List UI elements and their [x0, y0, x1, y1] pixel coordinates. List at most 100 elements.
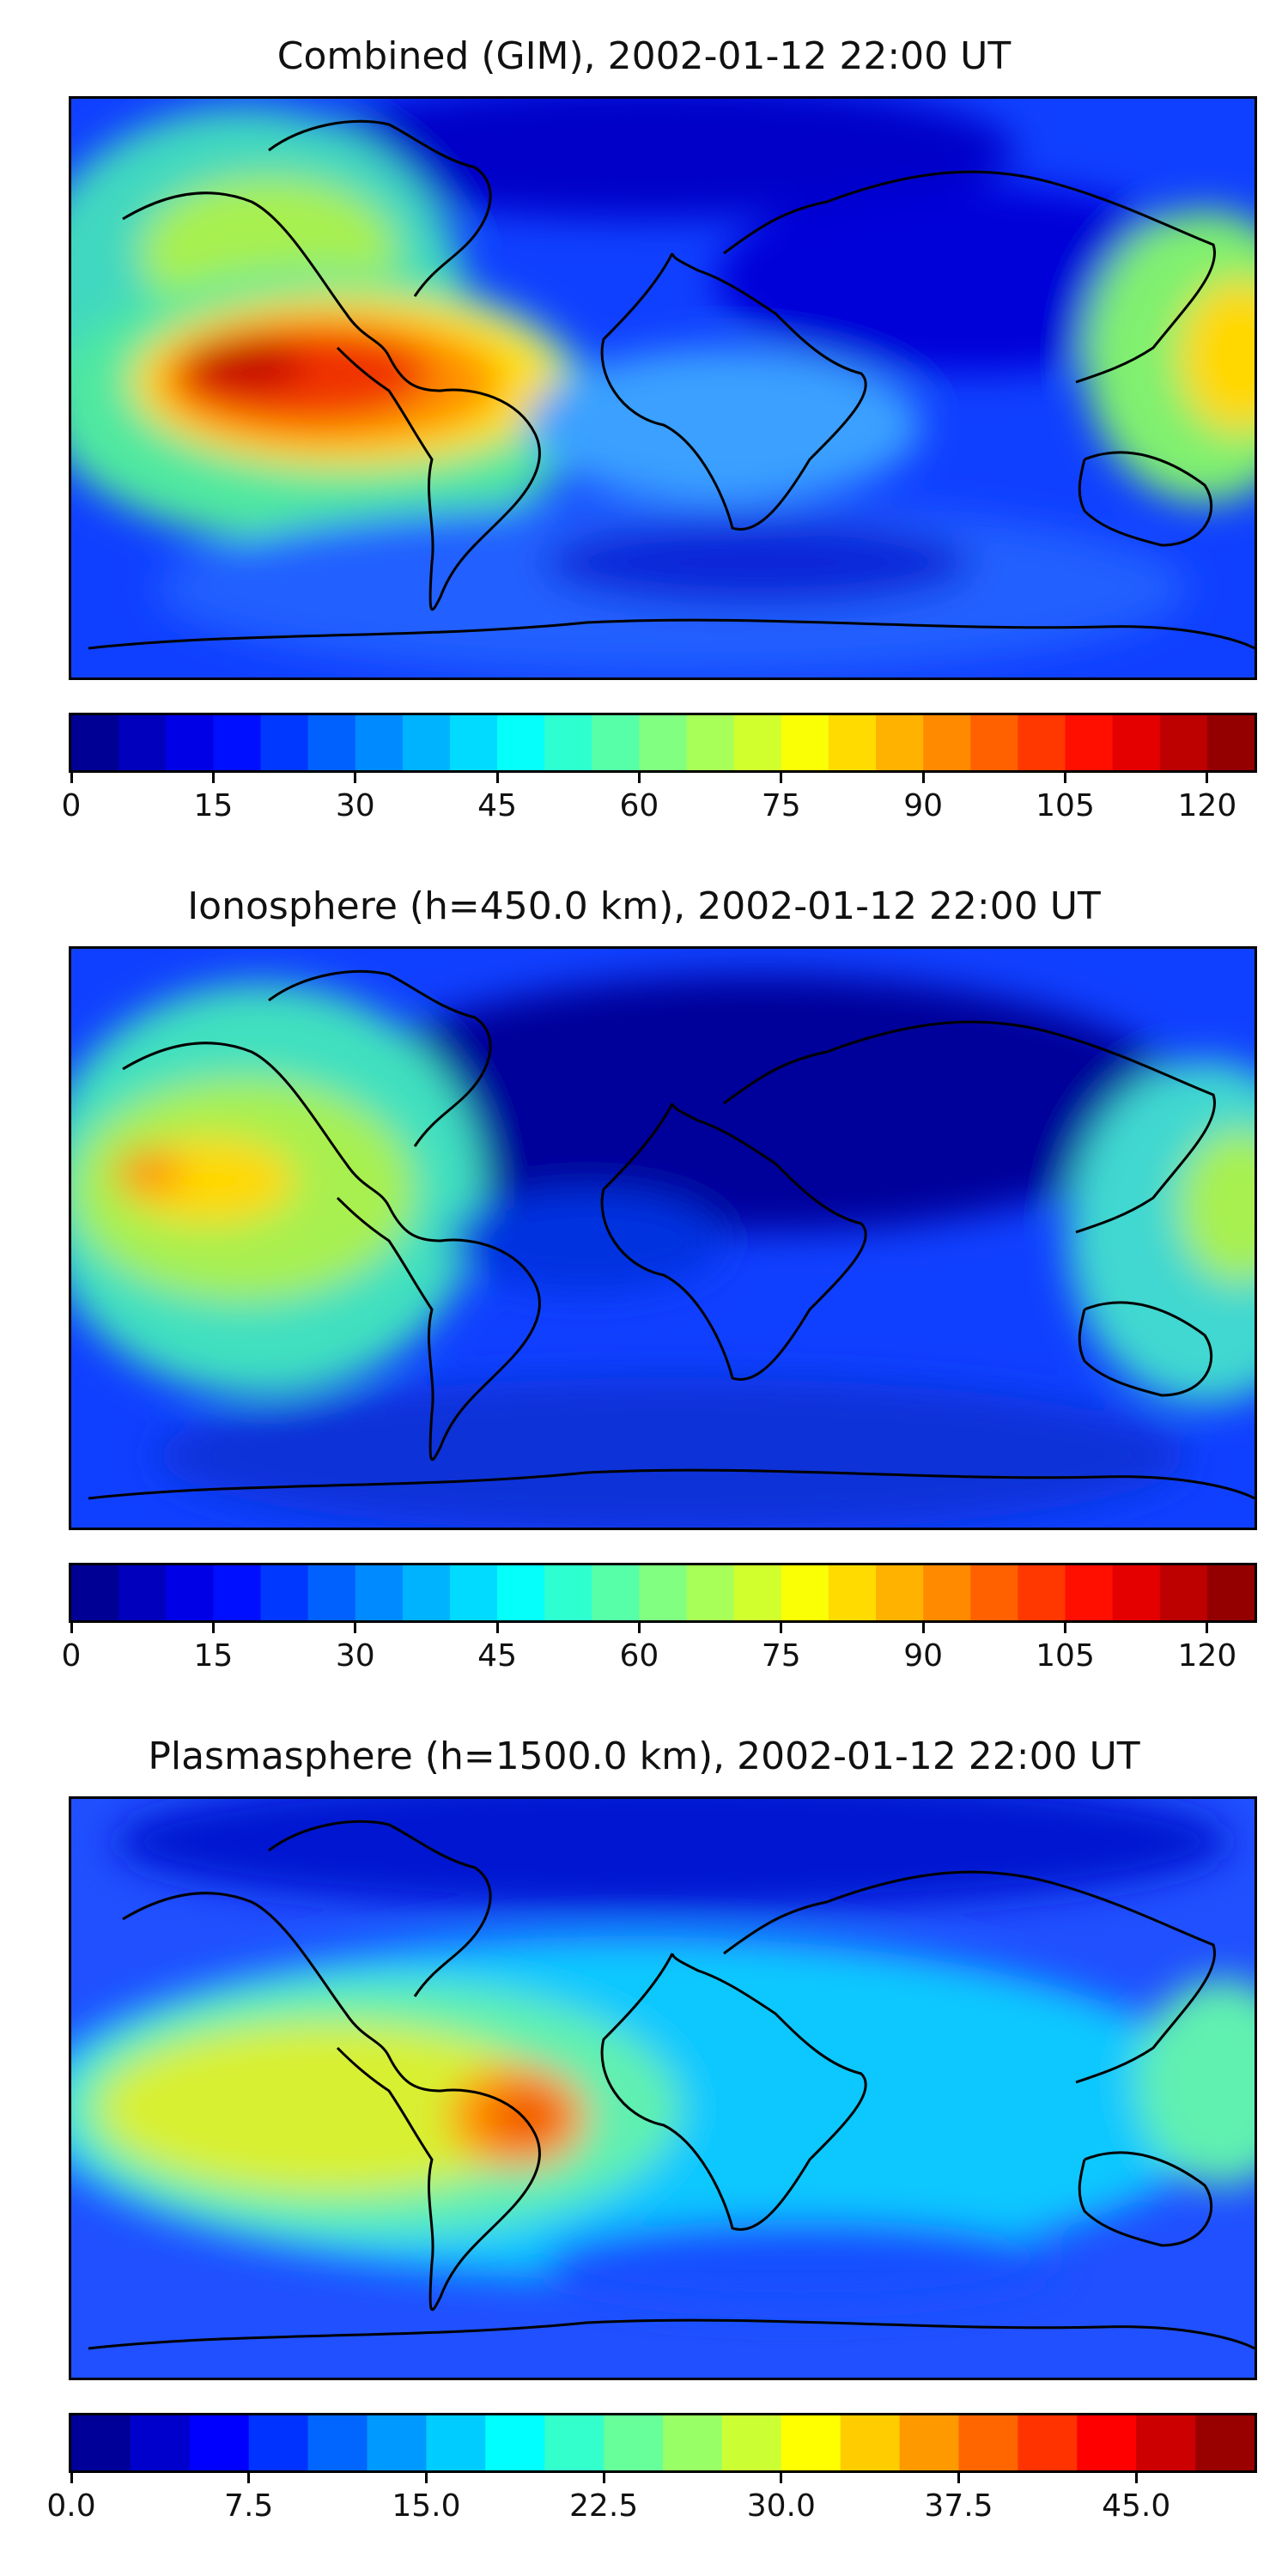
- colorbar-gradient: [71, 2415, 1255, 2470]
- colorbar-level: [899, 2415, 960, 2470]
- colorbar-level: [307, 2415, 368, 2470]
- colorbar-gradient: [71, 1565, 1255, 1620]
- colorbar-tick: [637, 773, 641, 783]
- colorbar-tick-label: 120: [1177, 1638, 1237, 1674]
- colorbar-level: [260, 715, 309, 770]
- colorbar-level: [248, 2415, 309, 2470]
- map-canvas: [71, 949, 1255, 1528]
- colorbar-level: [449, 715, 498, 770]
- colorbar-level: [733, 715, 782, 770]
- colorbar-level: [1159, 715, 1208, 770]
- colorbar-tick-label: 45.0: [1102, 2488, 1171, 2524]
- colorbar-tick-label: 22.5: [569, 2488, 639, 2524]
- colorbar-level: [828, 1565, 877, 1620]
- colorbar-tick: [780, 1623, 783, 1633]
- colorbar-level: [686, 715, 735, 770]
- colorbar-tick: [424, 2473, 428, 2483]
- colorbar-tick: [1064, 1623, 1067, 1633]
- tec-map: [69, 96, 1257, 680]
- colorbar-tick-label: 30: [335, 1638, 375, 1674]
- colorbar-level: [1112, 1565, 1161, 1620]
- colorbar-tick: [921, 773, 925, 783]
- colorbar-tick-label: 0: [61, 788, 82, 823]
- colorbar-level: [426, 2415, 486, 2470]
- colorbar-level: [840, 2415, 901, 2470]
- colorbar-tick-label: 0.0: [46, 2488, 96, 2524]
- colorbar-level: [367, 2415, 427, 2470]
- colorbar-level: [166, 1565, 214, 1620]
- colorbar-level: [497, 715, 545, 770]
- map-canvas: [71, 1799, 1255, 2378]
- colorbar-level: [355, 715, 404, 770]
- colorbar-level: [828, 715, 877, 770]
- colorbar-tick: [780, 2473, 783, 2483]
- colorbar-tick: [70, 773, 73, 783]
- tec-field: [71, 1799, 1255, 2306]
- colorbar-tick-label: 90: [903, 788, 944, 823]
- colorbar-level: [733, 1565, 782, 1620]
- colorbar-level: [923, 715, 971, 770]
- colorbar-level: [1195, 2415, 1255, 2470]
- colorbar-level: [544, 1565, 592, 1620]
- colorbar-level: [402, 1565, 451, 1620]
- colorbar-tick-label: 105: [1036, 788, 1095, 823]
- colorbar-tick: [354, 773, 357, 783]
- coastlines: [88, 1820, 1255, 2350]
- tec-field: [71, 99, 1255, 674]
- colorbar-level: [1065, 1565, 1114, 1620]
- colorbar-tick: [921, 1623, 925, 1633]
- colorbar-level: [260, 1565, 309, 1620]
- panel-title: Ionosphere (h=450.0 km), 2002-01-12 22:0…: [187, 884, 1101, 928]
- colorbar-tick: [1206, 773, 1209, 783]
- colorbar-tick: [780, 773, 783, 783]
- colorbar-level: [1159, 1565, 1208, 1620]
- colorbar-level: [721, 2415, 782, 2470]
- colorbar-tick-label: 37.5: [924, 2488, 993, 2524]
- colorbar-tick: [70, 1623, 73, 1633]
- colorbar-level: [1065, 715, 1114, 770]
- colorbar-level: [639, 1565, 688, 1620]
- colorbar-level: [970, 715, 1018, 770]
- colorbar-level: [497, 1565, 545, 1620]
- colorbar: [69, 1563, 1257, 1623]
- colorbar-level: [544, 2415, 605, 2470]
- coastlines: [88, 969, 1255, 1500]
- tec-map: [69, 1796, 1257, 2380]
- colorbar-tick: [495, 1623, 499, 1633]
- colorbar-level: [449, 1565, 498, 1620]
- colorbar-level: [1018, 2415, 1078, 2470]
- colorbar-level: [544, 715, 592, 770]
- colorbar: [69, 713, 1257, 773]
- colorbar-tick: [354, 1623, 357, 1633]
- colorbar-level: [781, 2415, 841, 2470]
- colorbar-level: [402, 715, 451, 770]
- colorbar-level: [189, 2415, 250, 2470]
- colorbar-tick: [211, 773, 215, 783]
- colorbar-tick-label: 15: [193, 788, 234, 823]
- colorbar-level: [781, 715, 829, 770]
- colorbar-level: [958, 2415, 1018, 2470]
- colorbar-gradient: [71, 715, 1255, 770]
- tec-field: [71, 975, 1255, 1528]
- colorbar-level: [604, 2415, 664, 2470]
- colorbar-ticks: 0.0 7.5 15.0 22.5 30.0 37.5 45.0: [46, 2473, 1257, 2524]
- colorbar-level: [923, 1565, 971, 1620]
- colorbar-ticks: 0 15 30 45 60 75 90 105 120: [62, 773, 1257, 824]
- colorbar-level: [71, 715, 119, 770]
- colorbar-level: [639, 715, 688, 770]
- colorbar-level: [1018, 1565, 1066, 1620]
- colorbar-tick-label: 45: [477, 1638, 517, 1674]
- colorbar-level: [663, 2415, 723, 2470]
- panel-title: Combined (GIM), 2002-01-12 22:00 UT: [276, 34, 1012, 78]
- colorbar-tick: [1206, 1623, 1209, 1633]
- colorbar-level: [1136, 2415, 1196, 2470]
- colorbar-level: [1018, 715, 1066, 770]
- colorbar-tick: [957, 2473, 960, 2483]
- colorbar-tick: [1134, 2473, 1138, 2483]
- colorbar-level: [1077, 2415, 1137, 2470]
- colorbar-level: [130, 2415, 191, 2470]
- colorbar-level: [1206, 715, 1255, 770]
- colorbar-level: [970, 1565, 1018, 1620]
- colorbar-tick-label: 90: [903, 1638, 944, 1674]
- colorbar-tick: [637, 1623, 641, 1633]
